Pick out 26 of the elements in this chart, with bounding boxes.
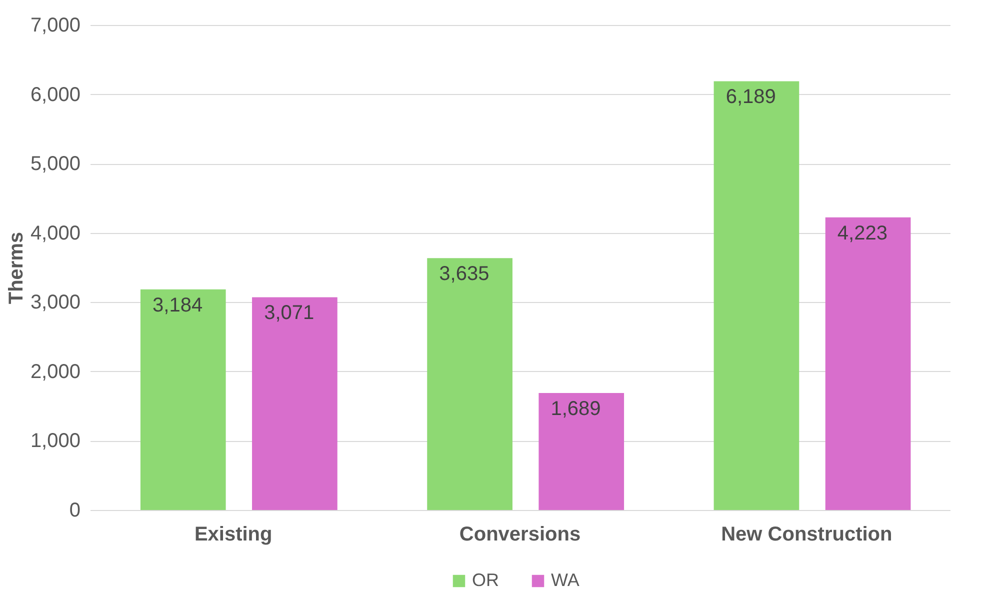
y-tick-label: 4,000 (30, 222, 80, 244)
y-tick-label: 3,000 (30, 292, 80, 314)
bar (714, 81, 800, 510)
legend-label: OR (472, 570, 499, 590)
bar (140, 289, 226, 510)
y-axis-title: Therms (5, 232, 28, 304)
y-tick-label: 1,000 (30, 430, 80, 452)
bar (538, 392, 624, 510)
bar (825, 217, 911, 510)
y-tick-label: 6,000 (30, 84, 80, 106)
x-tick-label: Conversions (459, 524, 581, 546)
y-tick-label: 7,000 (30, 14, 80, 36)
data-label: 4,223 (837, 222, 888, 244)
x-tick-label: New Construction (721, 524, 892, 546)
legend-label: WA (551, 570, 580, 590)
x-tick-label: Existing (194, 524, 272, 546)
y-tick-label: 0 (69, 500, 80, 522)
bar (427, 258, 512, 510)
data-label: 3,635 (439, 263, 490, 286)
y-tick-label: 5,000 (30, 153, 80, 176)
data-label: 6,189 (726, 86, 776, 108)
data-label: 3,071 (264, 302, 314, 324)
data-label: 1,689 (550, 398, 601, 420)
bar (252, 297, 338, 510)
data-label: 3,184 (152, 294, 203, 316)
y-tick-label: 2,000 (30, 360, 80, 383)
